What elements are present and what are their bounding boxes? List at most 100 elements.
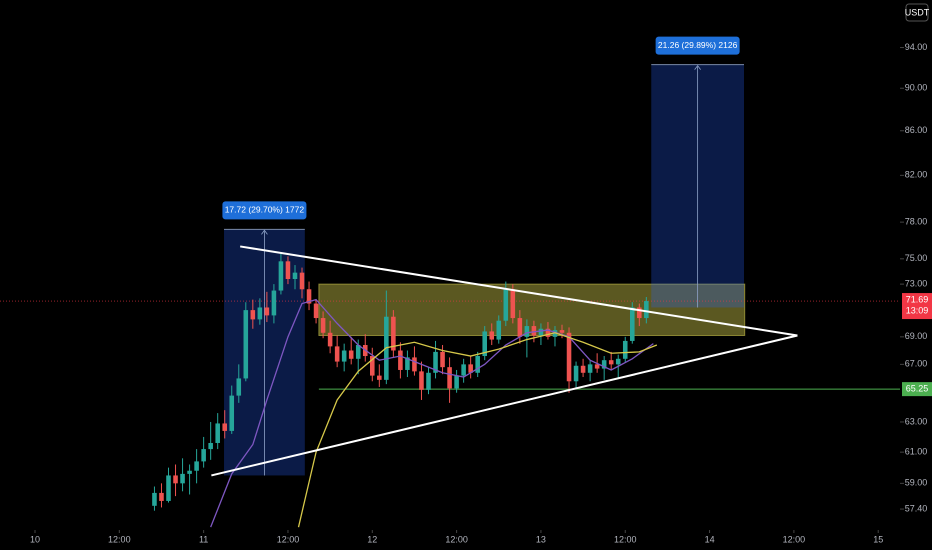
candle-body [250,310,256,320]
y-tick-label: 67.00 [905,359,928,369]
candle-body [608,360,614,365]
candle-body [517,318,523,337]
candle-body [257,307,263,320]
last-price-label: 71.69 [906,294,929,304]
candle-body [166,475,171,501]
candle-body [419,371,424,390]
candle-body [538,328,544,336]
y-tick-label: 63.00 [905,416,928,426]
y-tick-label: 94.00 [905,42,928,52]
candle-body [306,289,312,304]
measure-label: 17.72 (29.70%) 1772 [225,205,305,215]
countdown-label: 13:09 [906,305,929,315]
candle-body [489,331,495,340]
candle-body [299,272,305,290]
x-tick-label: 12 [367,534,377,544]
y-tick-label: 59.00 [905,478,928,488]
candle-body [264,307,270,316]
x-tick-label: 12:00 [445,534,468,544]
candle-body [475,356,480,373]
x-tick-label: 11 [199,534,208,544]
candle-body [426,372,431,390]
candle-body [510,289,516,319]
measure-arrowhead [261,229,268,235]
candle-body [355,345,361,359]
x-tick-label: 12:00 [614,534,637,544]
candle-body [369,356,375,376]
candle-body [180,473,185,484]
currency: USDT [905,7,930,17]
x-tick-label: 12:00 [783,534,806,544]
support-label-box [902,382,932,397]
plot: 17.72 (29.70%) 1772 21.26 (29.89%) 2126 [0,36,900,528]
candle-body [292,272,298,280]
candle-body [159,492,164,501]
candle-body [580,365,586,373]
candle-body [313,303,319,319]
y-tick-label: 82.00 [905,170,928,180]
candle-body [454,375,459,389]
measure-label-box [222,201,307,220]
trendline [211,334,798,477]
x-tick-label: 10 [30,534,40,544]
y-tick-label: 90.00 [905,83,928,93]
moving-average [297,332,658,528]
candle-body [377,375,382,380]
candle-body [482,331,487,357]
y-tick-label: 86.00 [905,125,928,135]
x-tick-label: 12:00 [277,534,300,544]
x-tick-label: 13 [536,534,546,544]
axes: 57.40 59.00 61.00 63.00 67.00 69.00 73.00 75.00… [30,42,932,544]
candle-body [433,351,438,373]
candle-body [566,332,572,382]
candle-body [573,365,579,382]
candle-body [187,470,192,474]
candle-body [601,360,607,369]
candle-body [391,316,396,351]
last-price-box [902,293,932,320]
candle-body [173,475,178,484]
y-tick-label: 73.00 [905,278,928,288]
candle-body [622,340,628,359]
candle-body [278,261,284,291]
candle-body [587,364,593,373]
candle-body [524,326,530,337]
candle-body [503,289,509,321]
candle-body [222,423,228,431]
x-tick-label: 14 [705,534,715,544]
y-tick-label: 61.00 [905,447,928,457]
candle-body [285,261,291,280]
candle-body [348,350,354,359]
x-tick-label: 12:00 [108,534,131,544]
candle-body [468,364,473,373]
candle-body [201,449,206,462]
candle-body [215,423,220,443]
candle-body [327,332,333,347]
measure-label: 21.26 (29.89%) 2126 [658,40,738,50]
candle-body [405,357,410,370]
candle-body [320,318,326,333]
moving-average [210,298,654,528]
currency-box [905,3,929,22]
candle-body [447,367,452,389]
candle-body [496,320,502,340]
measure-arrowhead [694,64,701,70]
candle-body [594,364,600,369]
candle-body [208,442,213,450]
candle-body [545,328,551,337]
candle-body [194,461,199,471]
candle-body [559,330,565,333]
candle-body [615,358,621,365]
measure-label-box [655,36,740,55]
support-label: 65.25 [906,384,929,394]
candle-body [637,307,642,319]
y-tick-label: 75.00 [905,253,928,263]
candle-body [152,492,157,506]
y-tick-label: 57.40 [905,503,928,513]
x-tick-label: 15 [873,534,883,544]
trendline [240,245,798,337]
candle-body [236,378,242,396]
candle-body [629,307,635,341]
